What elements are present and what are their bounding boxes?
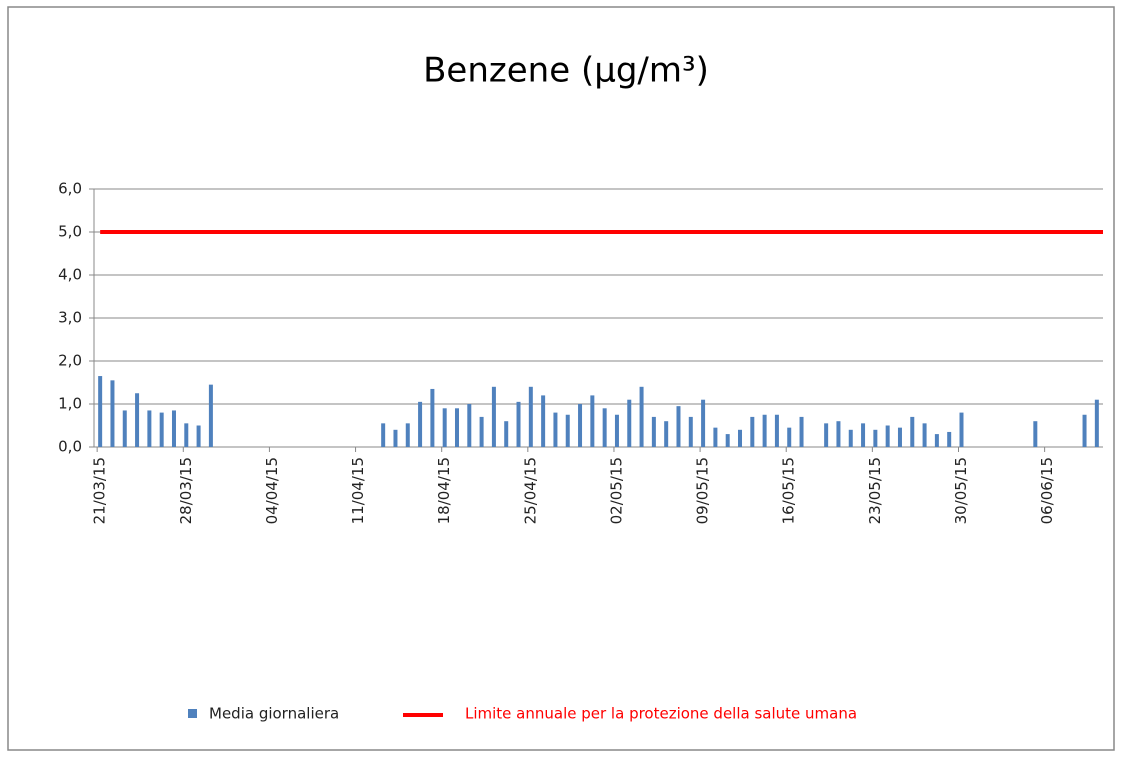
bar: [910, 416, 915, 447]
x-tick-label: 25/04/15: [521, 457, 539, 524]
bar: [873, 429, 878, 447]
legend-swatch: [188, 709, 197, 718]
bar: [479, 416, 484, 447]
bar: [393, 429, 398, 447]
bar: [701, 399, 706, 447]
legend-label: Media giornaliera: [209, 705, 339, 723]
bar: [750, 416, 755, 447]
x-tick-label: 04/04/15: [263, 457, 281, 524]
bar: [774, 414, 779, 447]
bar: [861, 423, 866, 447]
x-tick-label: 18/04/15: [435, 457, 453, 524]
bar: [639, 386, 644, 447]
bar: [713, 427, 718, 447]
legend-label: Limite annuale per la protezione della s…: [465, 705, 857, 723]
y-tick-label: 4,0: [58, 266, 82, 284]
y-tick-label: 6,0: [58, 180, 82, 198]
bar: [147, 410, 152, 447]
bar: [602, 408, 607, 447]
bar: [135, 393, 140, 447]
x-tick-label: 09/05/15: [694, 457, 712, 524]
bar: [442, 408, 447, 447]
bar: [762, 414, 767, 447]
bar: [184, 423, 189, 447]
bar: [491, 386, 496, 447]
bar: [528, 386, 533, 447]
bar: [553, 412, 558, 447]
bar: [565, 414, 570, 447]
bar: [799, 416, 804, 447]
bar: [824, 423, 829, 447]
bar: [836, 421, 841, 447]
bar: [541, 395, 546, 447]
bar: [676, 406, 681, 447]
bar: [171, 410, 176, 447]
bar: [504, 421, 509, 447]
bar: [122, 410, 127, 447]
bar: [98, 376, 103, 447]
x-tick-label: 21/03/15: [91, 457, 109, 524]
x-tick-label: 06/06/15: [1038, 457, 1056, 524]
bar: [1082, 414, 1087, 447]
bar: [664, 421, 669, 447]
bar: [208, 384, 213, 447]
bar: [738, 429, 743, 447]
bar: [430, 388, 435, 447]
bar: [578, 404, 583, 447]
bar: [405, 423, 410, 447]
x-tick-label: 02/05/15: [607, 457, 625, 524]
bar: [1033, 421, 1038, 447]
chart-frame: [7, 6, 1115, 751]
bar: [1094, 399, 1099, 447]
x-tick-label: 28/03/15: [177, 457, 195, 524]
y-tick-label: 5,0: [58, 223, 82, 241]
bar: [614, 414, 619, 447]
bar: [110, 380, 115, 447]
x-tick-label: 16/05/15: [780, 457, 798, 524]
bar: [787, 427, 792, 447]
x-tick-label: 30/05/15: [952, 457, 970, 524]
bar: [454, 408, 459, 447]
bar: [159, 412, 164, 447]
y-tick-label: 1,0: [58, 395, 82, 413]
bar: [897, 427, 902, 447]
y-tick-label: 0,0: [58, 438, 82, 456]
y-tick-label: 3,0: [58, 309, 82, 327]
bar: [418, 401, 423, 447]
bar: [947, 431, 952, 447]
bar: [688, 416, 693, 447]
bar: [467, 404, 472, 447]
bar: [922, 423, 927, 447]
x-tick-label: 11/04/15: [349, 457, 367, 524]
bar: [959, 412, 964, 447]
bar: [885, 425, 890, 447]
bar: [381, 423, 386, 447]
bar: [934, 434, 939, 447]
bar: [627, 399, 632, 447]
bar: [516, 401, 521, 447]
bar: [196, 425, 201, 447]
bar: [848, 429, 853, 447]
bar: [725, 434, 730, 447]
bar: [590, 395, 595, 447]
bar: [651, 416, 656, 447]
chart-title: Benzene (µg/m³): [423, 51, 709, 91]
x-tick-label: 23/05/15: [866, 457, 884, 524]
y-tick-label: 2,0: [58, 352, 82, 370]
